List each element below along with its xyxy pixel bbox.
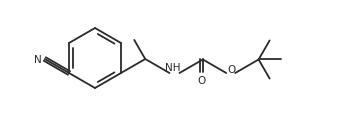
Text: N: N: [34, 55, 42, 65]
Text: O: O: [198, 77, 206, 86]
Text: NH: NH: [165, 63, 180, 73]
Text: O: O: [227, 65, 235, 75]
